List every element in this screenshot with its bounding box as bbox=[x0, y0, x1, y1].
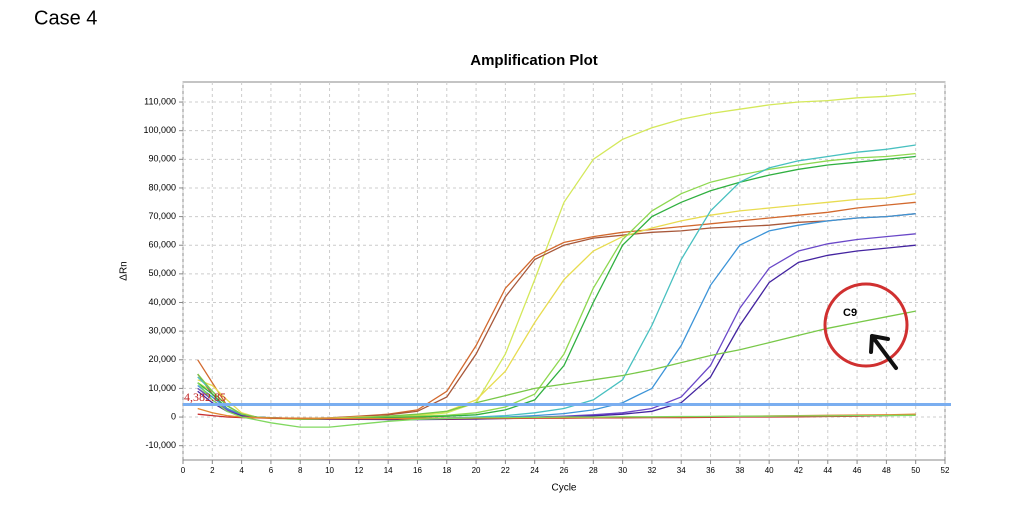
x-tick-label: 36 bbox=[706, 466, 715, 475]
series-line bbox=[197, 310, 916, 420]
series-line bbox=[197, 152, 916, 420]
lines: 4,382.85 bbox=[183, 92, 951, 428]
x-tick-label: 40 bbox=[765, 466, 774, 475]
x-tick-label: 8 bbox=[298, 466, 303, 475]
x-tick-label: 16 bbox=[413, 466, 422, 475]
x-tick-label: 30 bbox=[618, 466, 627, 475]
series-line bbox=[197, 233, 916, 420]
x-tick-label: 4 bbox=[239, 466, 244, 475]
x-tick-label: 26 bbox=[560, 466, 569, 475]
x-tick-label: 38 bbox=[735, 466, 744, 475]
y-tick-label: 70,000 bbox=[148, 211, 176, 221]
y-tick-label: 20,000 bbox=[148, 354, 176, 364]
x-tick-label: 22 bbox=[501, 466, 510, 475]
x-tick-label: 2 bbox=[210, 466, 215, 475]
highlight-circle bbox=[823, 282, 909, 368]
y-tick-label: 40,000 bbox=[148, 297, 176, 307]
x-tick-label: 46 bbox=[853, 466, 862, 475]
series-line bbox=[197, 382, 916, 428]
series-line bbox=[197, 244, 916, 421]
x-tick-label: 42 bbox=[794, 466, 803, 475]
chart-title: Amplification Plot bbox=[470, 52, 598, 69]
arrow bbox=[869, 334, 898, 370]
y-tick-label: 0 bbox=[171, 411, 176, 421]
y-tick-label: 50,000 bbox=[148, 268, 176, 278]
y-tick-label: 110,000 bbox=[144, 96, 176, 106]
x-tick-label: 20 bbox=[472, 466, 481, 475]
x-tick-label: 12 bbox=[354, 466, 363, 475]
x-tick-label: 10 bbox=[325, 466, 334, 475]
x-tick-label: 28 bbox=[589, 466, 598, 475]
x-tick-label: 50 bbox=[911, 466, 920, 475]
series-line bbox=[197, 92, 916, 420]
series-line bbox=[197, 155, 916, 420]
y-tick-label: 60,000 bbox=[148, 240, 176, 250]
x-tick-label: 0 bbox=[181, 466, 186, 475]
y-tick-label: 80,000 bbox=[148, 182, 176, 192]
series-line bbox=[197, 201, 916, 420]
y-tick-label: 10,000 bbox=[148, 383, 176, 393]
grid: 0 2 4 6 8 10 12 14 16 18 20 22 24 26 28 30 32 34 36 38 40 42 4… bbox=[143, 82, 950, 475]
y-axis-label: ΔRn bbox=[119, 261, 130, 280]
x-tick-label: 52 bbox=[941, 466, 950, 475]
x-tick-label: 6 bbox=[269, 466, 274, 475]
annotation: C9 bbox=[843, 307, 857, 319]
x-tick-label: 24 bbox=[530, 466, 539, 475]
x-tick-label: 32 bbox=[647, 466, 656, 475]
page-heading: Case 4 bbox=[34, 7, 97, 29]
x-tick-label: 48 bbox=[882, 466, 891, 475]
x-tick-label: 18 bbox=[442, 466, 451, 475]
threshold-label: 4,382.85 bbox=[184, 390, 226, 404]
x-tick-label: 14 bbox=[384, 466, 393, 475]
series-line bbox=[197, 144, 916, 420]
y-tick-label: 100,000 bbox=[143, 125, 176, 135]
series-line bbox=[197, 213, 916, 420]
y-tick-label: -10,000 bbox=[145, 440, 176, 450]
x-tick-label: 44 bbox=[823, 466, 832, 475]
y-tick-label: 30,000 bbox=[148, 326, 176, 336]
x-tick-label: 34 bbox=[677, 466, 686, 475]
x-axis-label: Cycle bbox=[551, 483, 576, 494]
y-tick-label: 90,000 bbox=[148, 154, 176, 164]
